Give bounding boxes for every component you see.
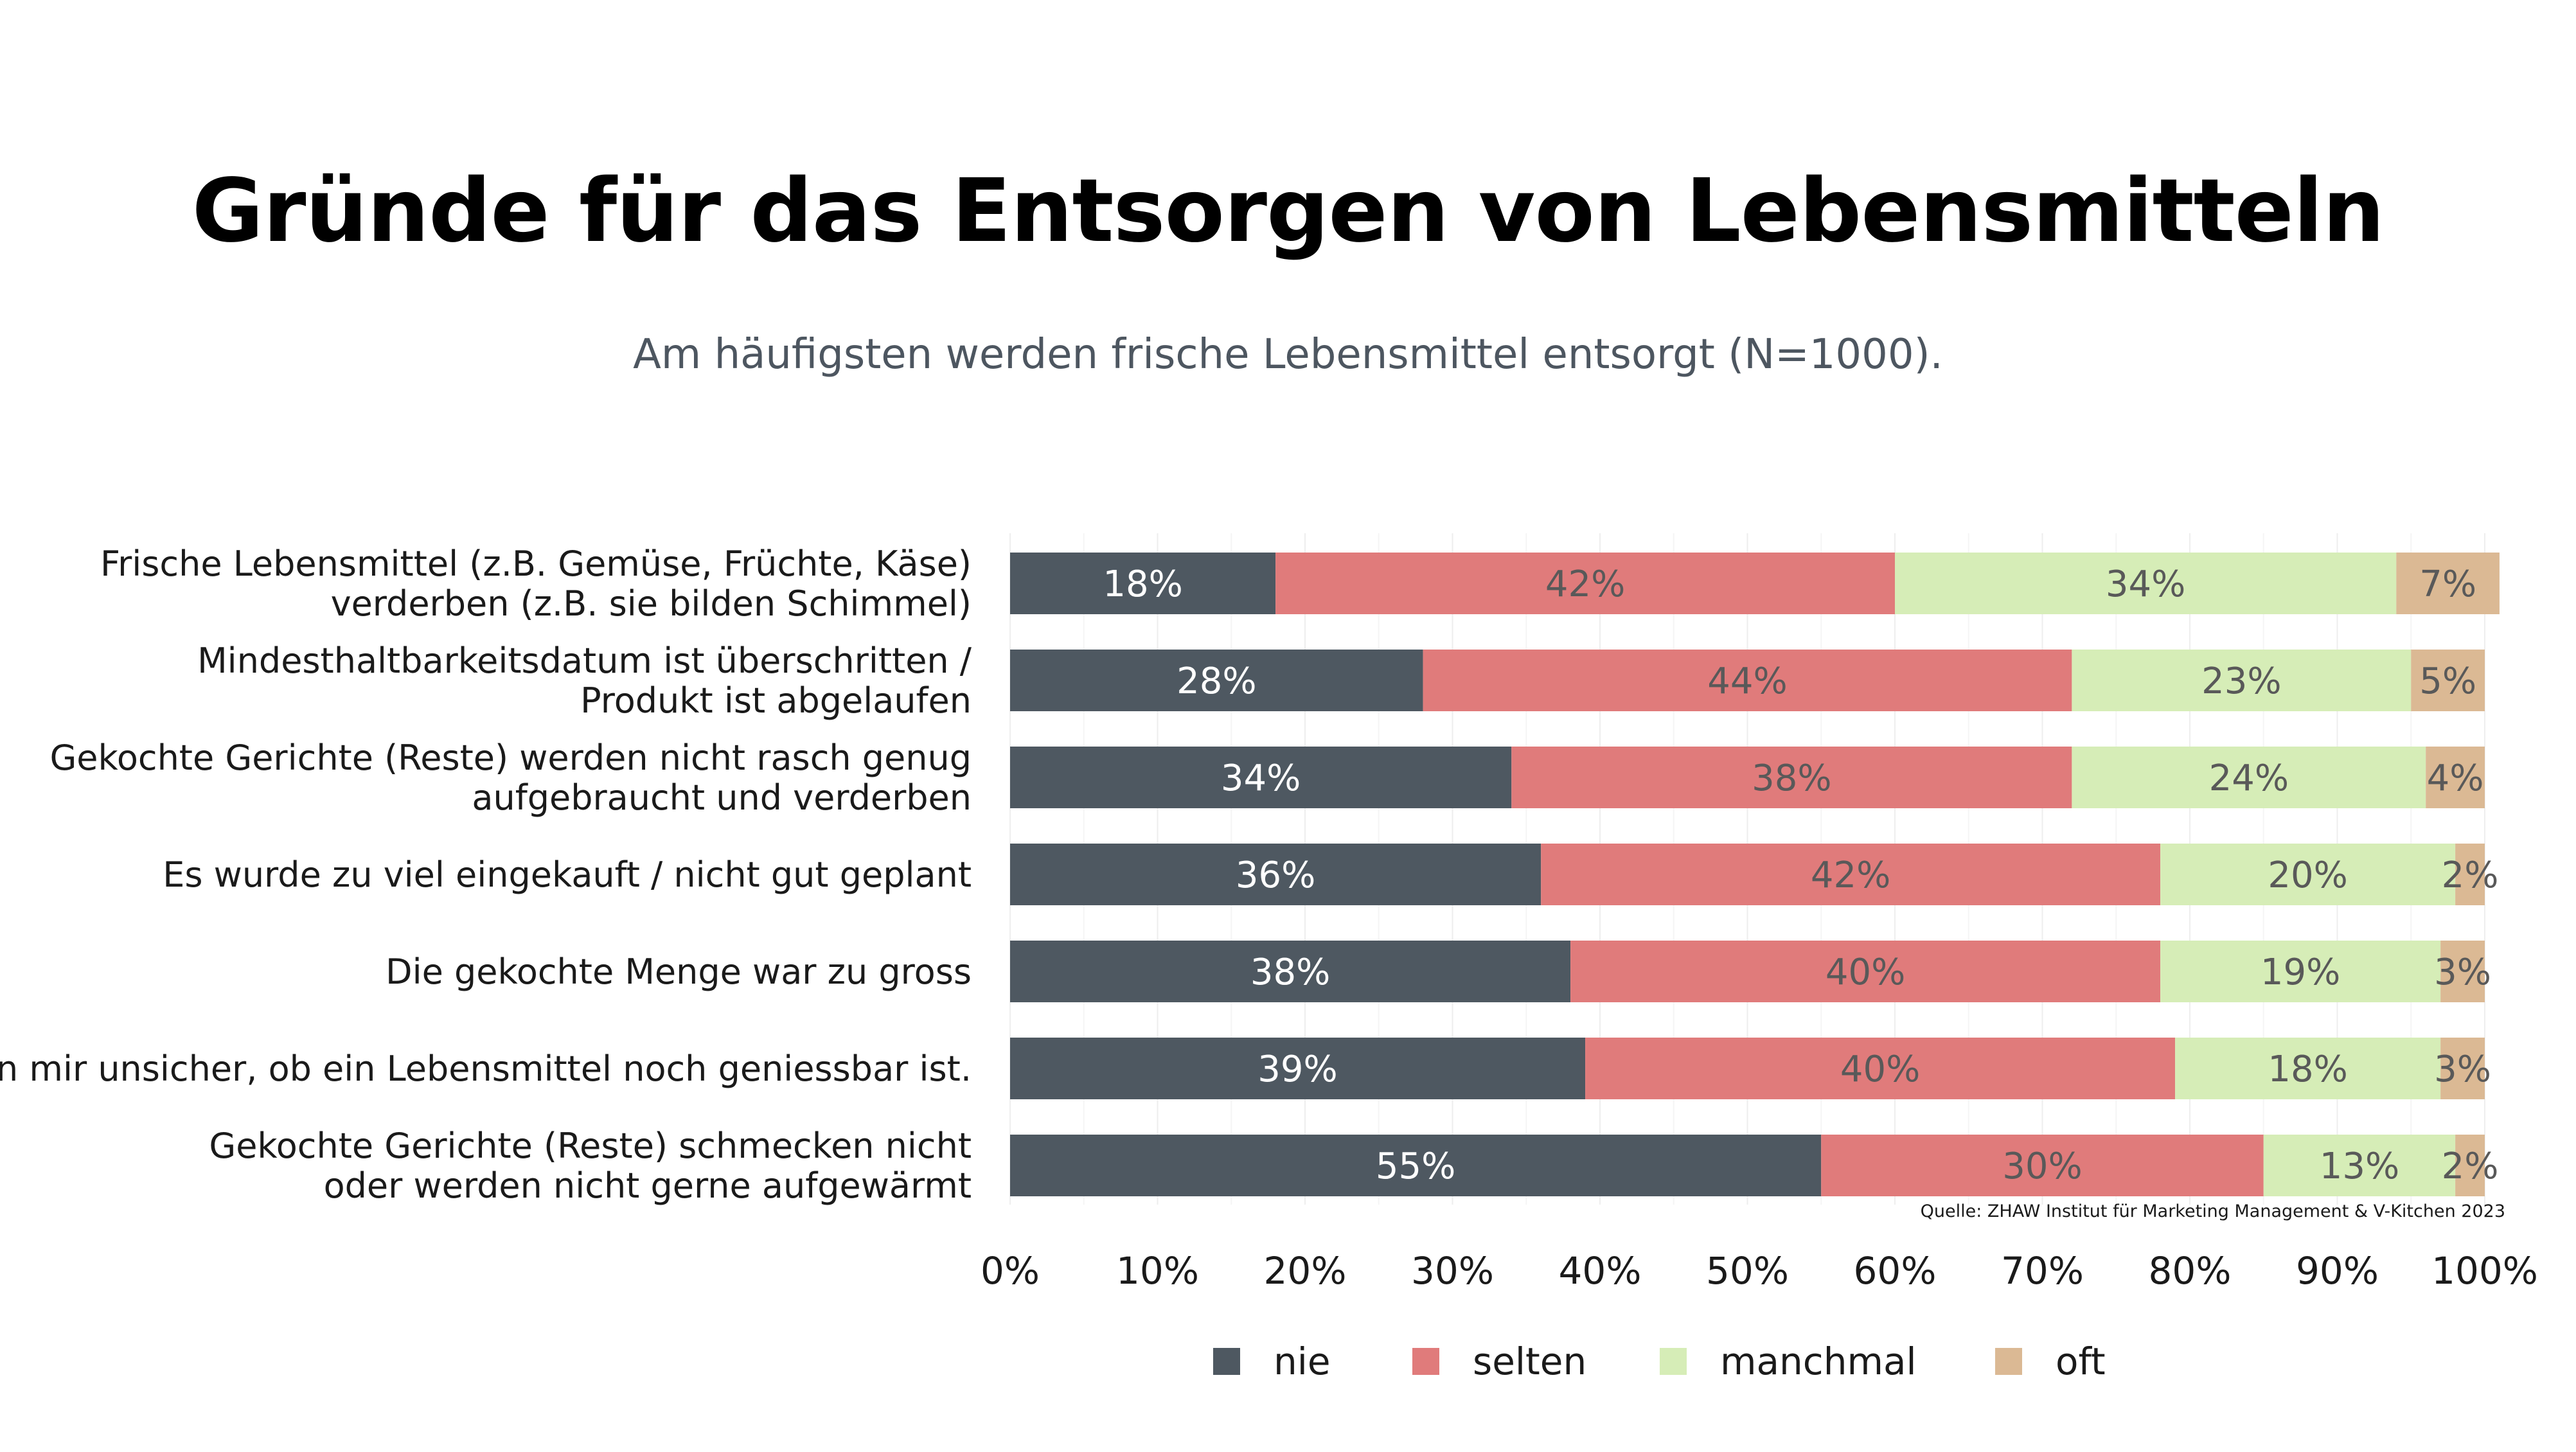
value-label-nie: 34%: [1221, 757, 1301, 799]
legend-label-manchmal: manchmal: [1720, 1340, 1917, 1383]
x-tick-label: 0%: [981, 1249, 1040, 1293]
x-tick-label: 100%: [2431, 1249, 2538, 1293]
bar-segment-nie: [1010, 650, 1423, 711]
bar-segment-selten: [1585, 1038, 2176, 1099]
value-label-manchmal: 13%: [2320, 1146, 2399, 1187]
legend-item-nie: nie: [1213, 1340, 1331, 1383]
bar-segment-selten: [1541, 844, 2161, 905]
value-label-oft: 4%: [2427, 757, 2484, 799]
value-label-nie: 55%: [1376, 1146, 1455, 1187]
value-label-nie: 38%: [1250, 952, 1330, 993]
legend-item-selten: selten: [1412, 1340, 1586, 1383]
bar-segments: [1010, 553, 2500, 1196]
bar-segment-oft: [2440, 941, 2485, 1002]
bar-segment-oft: [2411, 650, 2485, 711]
value-label-nie: 28%: [1177, 660, 1256, 702]
value-label-selten: 40%: [1840, 1049, 1920, 1090]
x-tick-label: 40%: [1559, 1249, 1642, 1293]
value-label-oft: 3%: [2434, 952, 2491, 993]
x-tick-label: 20%: [1264, 1249, 1347, 1293]
x-tick-label: 70%: [2001, 1249, 2084, 1293]
value-label-selten: 42%: [1545, 563, 1625, 605]
bar-segment-nie: [1010, 553, 1276, 614]
bar-segment-oft: [2455, 1135, 2485, 1196]
value-label-manchmal: 19%: [2261, 952, 2340, 993]
value-label-nie: 36%: [1236, 854, 1315, 896]
value-label-manchmal: 23%: [2201, 660, 2281, 702]
value-label-manchmal: 24%: [2209, 757, 2289, 799]
value-label-oft: 3%: [2434, 1049, 2491, 1090]
x-tick-label: 80%: [2149, 1249, 2232, 1293]
value-label-selten: 40%: [1825, 952, 1905, 993]
legend-swatch-manchmal: [1660, 1348, 1687, 1375]
legend-swatch-oft: [1995, 1348, 2022, 1375]
value-label-oft: 2%: [2442, 854, 2499, 896]
chart-title: Gründe für das Entsorgen von Lebensmitte…: [191, 161, 2385, 262]
legend-item-oft: oft: [1995, 1340, 2106, 1383]
bar-segment-selten: [1275, 553, 1895, 614]
value-label-oft: 2%: [2442, 1146, 2499, 1187]
bar-segment-nie: [1010, 844, 1541, 905]
value-label-selten: 30%: [2002, 1146, 2082, 1187]
bar-segment-nie: [1010, 1135, 1822, 1196]
legend-label-nie: nie: [1274, 1340, 1331, 1383]
value-label-selten: 38%: [1752, 757, 1831, 799]
legend-swatch-selten: [1412, 1348, 1439, 1375]
category-label: Ich bin mir unsicher, ob ein Lebensmitte…: [0, 1049, 972, 1089]
bar-segment-nie: [1010, 941, 1571, 1002]
x-axis-tick-labels: 0% 10% 20% 30% 40% 50% 60% 70% 80% 90% 100%: [981, 1249, 2538, 1293]
value-labels: 18% 42% 34% 7% 28% 44% 23% 5% 34% 38% 24% 4% 36% 42% 2…: [1103, 563, 2498, 1187]
legend-label-oft: oft: [2056, 1340, 2106, 1383]
bar-segment-manchmal: [2175, 1038, 2441, 1099]
chart-subtitle: Am häufigsten werden frische Lebensmitte…: [633, 331, 1943, 378]
bar-segment-manchmal: [2263, 1135, 2456, 1196]
x-tick-label: 60%: [1854, 1249, 1937, 1293]
value-label-manchmal: 20%: [2268, 854, 2347, 896]
value-label-selten: 42%: [1811, 854, 1890, 896]
x-tick-label: 10%: [1116, 1249, 1199, 1293]
bar-segment-selten: [1821, 1135, 2264, 1196]
x-tick-label: 50%: [1706, 1249, 1789, 1293]
bar-segment-oft: [2455, 844, 2485, 905]
value-label-nie: 18%: [1103, 563, 1182, 605]
x-tick-label: 30%: [1411, 1249, 1494, 1293]
bar-segment-manchmal: [2160, 941, 2441, 1002]
legend-label-selten: selten: [1473, 1340, 1587, 1383]
bar-segment-selten: [1570, 941, 2161, 1002]
legend-item-manchmal: manchmal: [1660, 1340, 1917, 1383]
value-label-selten: 44%: [1707, 660, 1787, 702]
legend: nie selten manchmal oft: [0, 1340, 2576, 1385]
bar-segment-manchmal: [2160, 844, 2456, 905]
value-label-manchmal: 18%: [2268, 1049, 2347, 1090]
value-label-oft: 5%: [2419, 660, 2476, 702]
bar-segment-manchmal: [2072, 650, 2412, 711]
category-label: Mindesthaltbarkeitsdatum ist überschritt…: [197, 641, 972, 721]
category-label: Die gekochte Menge war zu gross: [386, 952, 972, 992]
bar-segment-selten: [1423, 650, 2072, 711]
category-labels: Frische Lebensmittel (z.B. Gemüse, Früch…: [0, 544, 972, 1206]
category-label: Gekochte Gerichte (Reste) werden nicht r…: [49, 738, 972, 818]
bar-segment-nie: [1010, 1038, 1586, 1099]
bar-segment-manchmal: [2072, 747, 2426, 808]
bar-segment-oft: [2440, 1038, 2485, 1099]
category-label: Gekochte Gerichte (Reste) schmecken nich…: [209, 1126, 972, 1206]
value-label-oft: 7%: [2419, 563, 2476, 605]
category-label: Es wurde zu viel eingekauft / nicht gut …: [163, 854, 972, 895]
bar-segment-selten: [1511, 747, 2072, 808]
value-label-nie: 39%: [1257, 1049, 1337, 1090]
source-note: Quelle: ZHAW Institut für Marketing Mana…: [1920, 1201, 2505, 1221]
bar-segment-manchmal: [1895, 553, 2397, 614]
value-label-manchmal: 34%: [2106, 563, 2185, 605]
x-tick-label: 90%: [2296, 1249, 2379, 1293]
bar-segment-nie: [1010, 747, 1512, 808]
category-label: Frische Lebensmittel (z.B. Gemüse, Früch…: [100, 544, 972, 624]
bar-segment-oft: [2396, 553, 2500, 614]
bar-segment-oft: [2426, 747, 2485, 808]
legend-swatch-nie: [1213, 1348, 1240, 1375]
